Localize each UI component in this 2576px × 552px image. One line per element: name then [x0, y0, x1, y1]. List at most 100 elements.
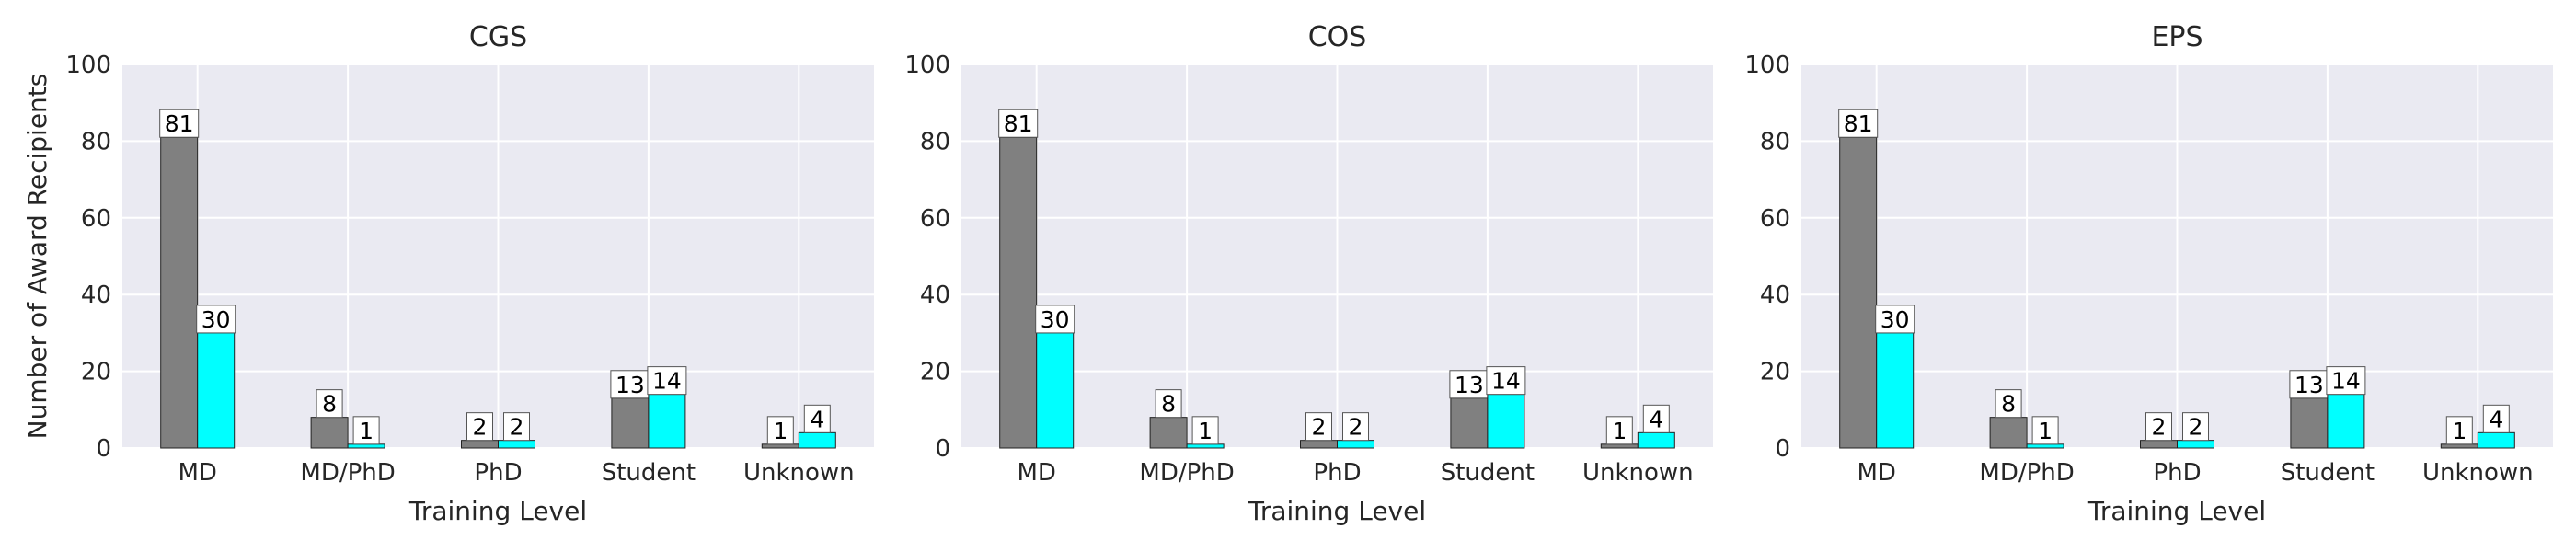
x-tick-label: MD/PhD — [1139, 459, 1234, 487]
data-label: 2 — [1349, 414, 1363, 441]
x-tick-label: Student — [1441, 459, 1535, 487]
data-label-box — [1486, 366, 1526, 396]
x-tick-label: PhD — [1313, 459, 1361, 487]
bar — [1600, 443, 1639, 449]
data-label-box — [2145, 412, 2172, 442]
data-label: 13 — [1455, 372, 1484, 398]
panel-title: EPS — [2151, 21, 2202, 53]
bar — [1300, 440, 1338, 449]
bar — [2177, 440, 2214, 449]
data-label-box — [1155, 389, 1182, 419]
bar — [1036, 332, 1075, 449]
data-label-box — [1875, 305, 1915, 334]
data-label: 2 — [2189, 414, 2203, 441]
bar — [1337, 440, 1374, 449]
x-tick-label: PhD — [2153, 459, 2201, 487]
y-tick-label: 80 — [81, 128, 111, 155]
data-label: 13 — [2294, 372, 2324, 398]
bar — [1637, 431, 1675, 449]
data-label: 1 — [2038, 418, 2053, 444]
data-label-box — [647, 366, 687, 396]
data-label: 30 — [1880, 306, 1910, 333]
y-tick-label: 40 — [81, 282, 111, 309]
data-label-box — [2182, 412, 2209, 442]
bar — [1989, 417, 2028, 449]
bar — [1450, 397, 1489, 449]
y-tick-label: 20 — [1760, 359, 1790, 386]
bar — [1149, 417, 1188, 449]
data-label-box — [998, 109, 1039, 138]
data-label-box — [2289, 370, 2329, 399]
bar — [310, 417, 349, 449]
data-label-box — [316, 389, 343, 419]
bar — [2026, 443, 2064, 449]
data-label: 1 — [1612, 418, 1627, 444]
data-label: 81 — [1844, 110, 1873, 137]
y-tick-label: 40 — [1760, 282, 1790, 309]
x-axis-label: Training Level — [2087, 496, 2266, 526]
data-label: 14 — [2331, 368, 2361, 395]
data-label-box — [1191, 416, 1219, 445]
bar — [498, 440, 535, 449]
x-tick-label: MD — [1857, 459, 1895, 487]
data-label: 81 — [165, 110, 194, 137]
y-tick-label: 0 — [935, 435, 950, 463]
data-label-box — [1035, 305, 1075, 334]
data-label-box — [503, 412, 530, 442]
y-axis-label: Number of Award Recipients — [22, 74, 52, 440]
bar — [1876, 332, 1915, 449]
bar — [197, 332, 236, 449]
data-label-box — [1995, 389, 2022, 419]
data-label-box — [352, 416, 380, 445]
data-label: 4 — [2489, 406, 2503, 432]
data-label: 81 — [1004, 110, 1033, 137]
x-axis-label: Training Level — [1248, 496, 1426, 526]
data-label-box — [2326, 366, 2366, 396]
x-tick-label: MD/PhD — [1979, 459, 2074, 487]
data-label: 8 — [322, 391, 337, 418]
y-tick-label: 40 — [920, 282, 950, 309]
bar — [2290, 397, 2329, 449]
data-label-box — [196, 305, 236, 334]
bar — [648, 394, 686, 449]
bar — [2477, 431, 2515, 449]
bar — [761, 443, 799, 449]
x-tick-label: PhD — [474, 459, 522, 487]
data-label-box — [466, 412, 493, 442]
bar — [2440, 443, 2478, 449]
data-label-box — [1642, 404, 1670, 433]
y-tick-label: 60 — [1760, 205, 1790, 233]
data-label: 4 — [1649, 406, 1663, 432]
panel-title: COS — [1308, 21, 1367, 53]
bar — [160, 136, 199, 449]
data-label: 2 — [510, 414, 524, 441]
data-label-box — [1838, 109, 1879, 138]
y-tick-label: 0 — [96, 435, 111, 463]
data-label: 14 — [1491, 368, 1521, 395]
data-label: 8 — [2001, 391, 2016, 418]
y-tick-label: 20 — [81, 359, 111, 386]
data-label: 2 — [1312, 414, 1327, 441]
y-tick-label: 100 — [65, 52, 111, 79]
data-label: 1 — [2452, 418, 2467, 444]
y-tick-label: 80 — [1760, 128, 1790, 155]
x-tick-label: Unknown — [2422, 459, 2534, 487]
x-tick-label: Student — [2281, 459, 2375, 487]
y-tick-label: 80 — [920, 128, 950, 155]
y-tick-label: 20 — [920, 359, 950, 386]
bar — [1186, 443, 1225, 449]
y-tick-label: 0 — [1775, 435, 1790, 463]
x-tick-label: Student — [602, 459, 696, 487]
data-label: 30 — [1041, 306, 1070, 333]
bar — [2140, 440, 2178, 449]
x-axis-label: Training Level — [408, 496, 587, 526]
data-label-box — [1342, 412, 1369, 442]
data-label-box — [159, 109, 200, 138]
data-label-box — [1449, 370, 1489, 399]
data-label-box — [2445, 416, 2473, 445]
x-tick-label: Unknown — [743, 459, 855, 487]
data-label: 30 — [201, 306, 231, 333]
data-label: 2 — [473, 414, 488, 441]
